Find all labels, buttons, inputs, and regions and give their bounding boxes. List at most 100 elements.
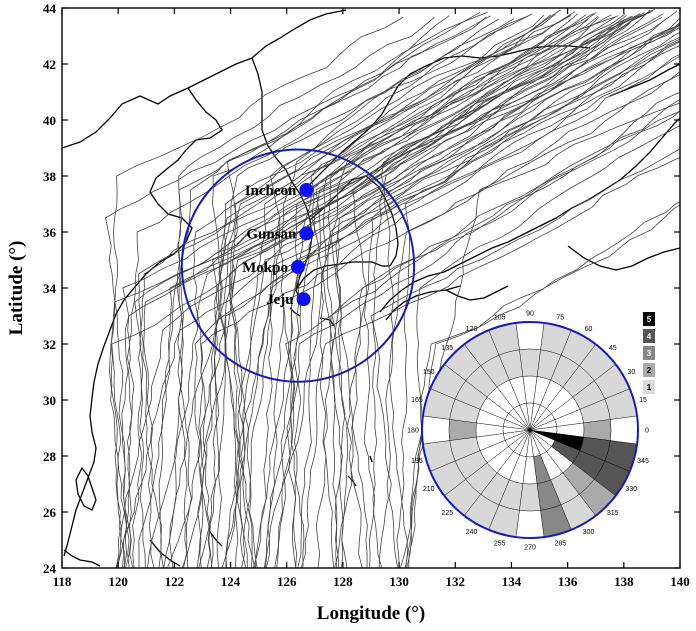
- typhoon-track: [406, 201, 680, 568]
- rose-angle-label: 135: [441, 345, 453, 352]
- rose-sector: [550, 472, 596, 530]
- x-tick-label: 126: [277, 574, 297, 589]
- rose-angle-label: 30: [627, 369, 635, 376]
- rose-spoke: [529, 429, 596, 516]
- rose-spoke: [515, 429, 531, 538]
- station-label: Jeju: [266, 292, 294, 308]
- rose-ring: [475, 375, 585, 485]
- typhoon-track: [206, 15, 529, 568]
- rose-outline: [421, 321, 639, 539]
- typhoon-track: [274, 36, 680, 568]
- x-axis-title: Longitude (°): [317, 603, 425, 624]
- typhoon-track: [381, 15, 633, 568]
- rose-spoke: [444, 364, 531, 431]
- typhoon-track: [334, 98, 680, 568]
- y-tick-label: 24: [43, 561, 57, 576]
- rose-sector: [562, 344, 616, 398]
- rose-sector: [449, 419, 477, 441]
- rose-sector: [444, 344, 498, 398]
- rose-sector: [464, 330, 510, 388]
- rose-angle-label: 90: [526, 311, 534, 318]
- rose-ring: [448, 348, 612, 512]
- rose-sector: [422, 437, 481, 472]
- rose-angle-label: 0: [645, 428, 649, 435]
- y-tick-label: 42: [43, 57, 56, 72]
- rose-sector: [422, 388, 481, 423]
- typhoon-track: [132, 13, 556, 568]
- legend-swatch: [643, 363, 655, 377]
- typhoon-track: [221, 41, 680, 568]
- typhoon-track: [196, 14, 552, 568]
- typhoon-track: [334, 23, 680, 568]
- typhoon-track: [212, 14, 643, 568]
- rose-sector: [572, 364, 630, 410]
- y-tick-label: 44: [43, 1, 57, 16]
- typhoon-track: [255, 13, 626, 568]
- y-tick-label: 28: [43, 449, 57, 464]
- x-tick-label: 124: [221, 574, 241, 589]
- rose-angle-label: 150: [423, 369, 435, 376]
- rose-sector: [488, 479, 523, 538]
- y-tick-label: 36: [43, 225, 57, 240]
- legend-label: 3: [647, 349, 652, 358]
- typhoon-track: [396, 38, 680, 568]
- x-tick-label: 132: [446, 574, 466, 589]
- typhoon-track: [198, 53, 680, 568]
- typhoon-track: [113, 17, 404, 568]
- rose-legend: 5 4 3 2 1: [643, 312, 655, 394]
- typhoon-track: [263, 10, 653, 568]
- rose-angle-label: 315: [607, 510, 619, 517]
- rose-spoke: [529, 429, 545, 538]
- rose-sector: [550, 330, 596, 388]
- rose-sector: [583, 419, 611, 441]
- rose-sector: [562, 462, 616, 516]
- rose-sector-dark: [530, 430, 584, 451]
- rose-spoke: [422, 429, 531, 445]
- rose-angle-label: 345: [637, 458, 649, 465]
- y-tick-label: 32: [43, 337, 56, 352]
- typhoon-track: [265, 13, 579, 568]
- typhoon-track: [310, 17, 599, 568]
- typhoon-track: [122, 14, 587, 568]
- x-tick-label: 138: [614, 574, 634, 589]
- typhoon-track: [163, 11, 576, 568]
- rose-sector: [537, 322, 572, 381]
- x-tick-label: 136: [558, 574, 578, 589]
- rose-spoke: [464, 429, 531, 516]
- typhoon-track: [378, 74, 680, 568]
- typhoon-track: [315, 24, 680, 568]
- x-tick-label: 118: [53, 574, 72, 589]
- x-tick-label: 120: [108, 574, 128, 589]
- x-tick-label: 140: [670, 574, 690, 589]
- rose-sector: [551, 440, 630, 496]
- typhoon-track: [197, 55, 680, 568]
- y-tick-label: 30: [43, 393, 56, 408]
- rose-angle-label: 240: [466, 529, 478, 536]
- rose-spoke: [529, 429, 638, 445]
- typhoon-track: [241, 31, 680, 568]
- rose-angle-label: 225: [441, 510, 453, 517]
- typhoon-track: [368, 18, 667, 568]
- plot-area: [62, 8, 680, 568]
- x-tick-label: 134: [502, 574, 522, 589]
- legend-label: 2: [647, 366, 652, 375]
- typhoon-track: [181, 21, 680, 568]
- rose-spoke: [488, 330, 531, 431]
- typhoon-track: [158, 8, 656, 568]
- rose-spoke: [529, 429, 572, 530]
- rose-sector: [519, 349, 541, 377]
- typhoon-track: [293, 14, 612, 568]
- rose-spoke: [529, 429, 616, 496]
- wind-rose-inset: 0153045607590105120135150165180195210225…: [407, 311, 649, 552]
- typhoon-track: [109, 15, 632, 568]
- rose-sector: [430, 450, 488, 496]
- rose-spoke: [529, 388, 630, 431]
- legend-swatch: [643, 312, 655, 326]
- station-dot: [299, 183, 314, 197]
- typhoon-track: [214, 15, 572, 568]
- rose-spoke: [515, 322, 531, 431]
- rose-angle-label: 165: [411, 397, 423, 404]
- rose-angle-label: 75: [556, 314, 564, 321]
- rose-angle-label: 60: [585, 326, 593, 333]
